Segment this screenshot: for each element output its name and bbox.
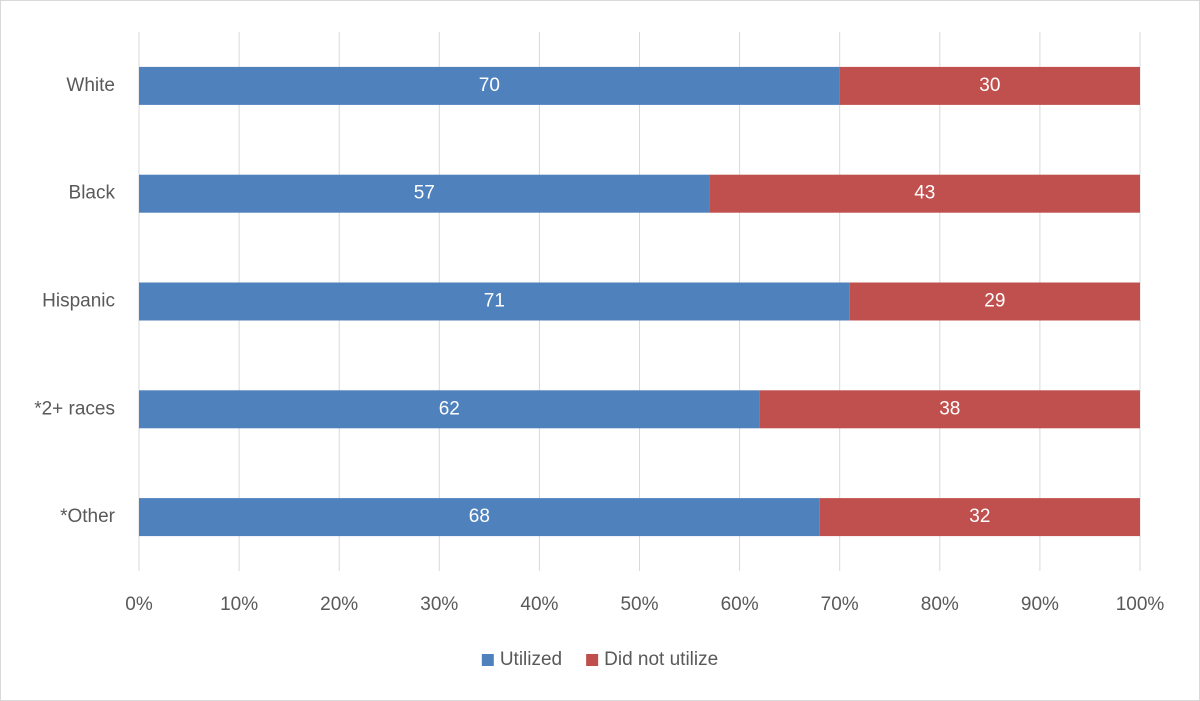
- data-label: 43: [914, 183, 935, 204]
- bar-segment: [139, 282, 850, 321]
- bar-segment: [839, 66, 1140, 105]
- data-label: 57: [414, 183, 435, 204]
- x-tick-label: 70%: [821, 594, 859, 615]
- x-tick-label: 80%: [921, 594, 959, 615]
- legend-swatch: [586, 654, 599, 666]
- y-tick-label: Hispanic: [42, 291, 115, 312]
- x-tick-label: 50%: [620, 594, 658, 615]
- x-tick-label: 40%: [520, 594, 558, 615]
- legend-label: Did not utilize: [604, 649, 718, 670]
- data-label: 32: [969, 506, 990, 527]
- bar-segment: [139, 174, 710, 213]
- x-tick-label: 0%: [125, 594, 153, 615]
- bar-segment: [139, 498, 820, 537]
- data-label: 70: [479, 75, 500, 96]
- y-tick-label: *Other: [60, 506, 116, 527]
- data-label: 62: [439, 398, 460, 419]
- bar-segment: [139, 66, 840, 105]
- bar-segment: [759, 390, 1140, 429]
- x-tick-label: 30%: [420, 594, 458, 615]
- x-tick-label: 90%: [1021, 594, 1059, 615]
- y-tick-label: Black: [69, 183, 116, 204]
- x-tick-label: 100%: [1116, 594, 1165, 615]
- y-tick-label: White: [66, 75, 115, 96]
- bar-segment: [139, 390, 760, 429]
- bar-segment: [709, 174, 1140, 213]
- x-tick-label: 10%: [220, 594, 258, 615]
- data-label: 68: [469, 506, 490, 527]
- x-tick-label: 60%: [721, 594, 759, 615]
- legend-label: Utilized: [500, 649, 562, 670]
- y-tick-label: *2+ races: [34, 398, 115, 419]
- data-label: 71: [484, 291, 505, 312]
- data-label: 38: [939, 398, 960, 419]
- data-label: 29: [984, 291, 1005, 312]
- data-label: 30: [979, 75, 1000, 96]
- x-tick-label: 20%: [320, 594, 358, 615]
- bar-segment: [849, 282, 1140, 321]
- bar-segment: [819, 498, 1140, 537]
- legend-swatch: [481, 654, 494, 666]
